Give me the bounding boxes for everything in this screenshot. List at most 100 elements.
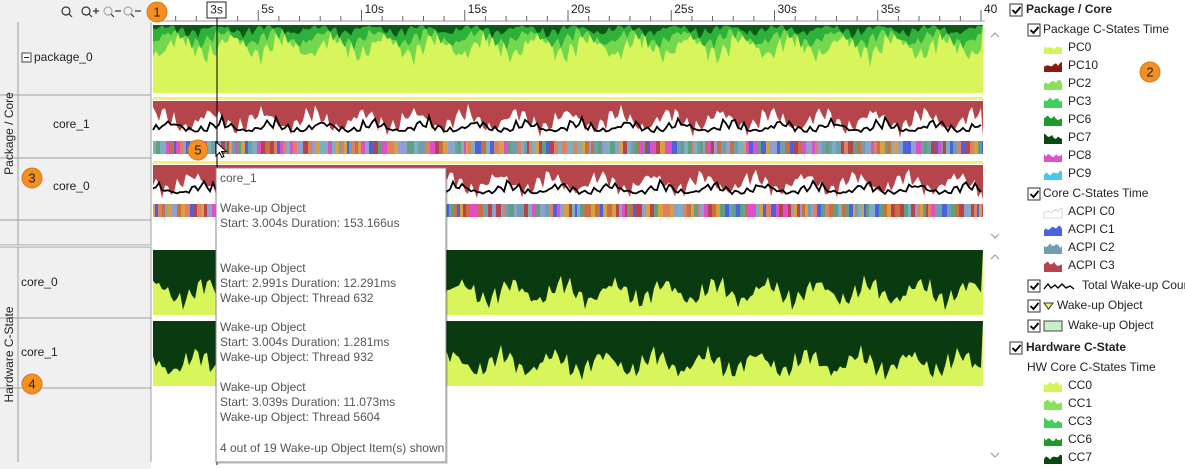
state-strip-cell (869, 204, 872, 217)
state-strip-cell (455, 141, 458, 154)
zoom-fit-icon[interactable] (123, 6, 133, 16)
zoom-icon[interactable] (61, 6, 71, 16)
state-strip-cell (779, 204, 783, 217)
state-strip-cell (979, 204, 982, 217)
state-strip-cell (942, 204, 947, 217)
state-strip-cell (885, 141, 888, 154)
state-strip-cell (503, 204, 506, 217)
state-strip-cell (802, 141, 806, 154)
callout-number: 3 (28, 170, 35, 185)
checkbox[interactable] (1027, 319, 1041, 333)
state-strip-cell (898, 141, 903, 154)
state-strip-cell (918, 204, 920, 217)
state-strip-cell (966, 141, 970, 154)
state-strip-cell (645, 141, 647, 154)
state-strip-cell (955, 204, 959, 217)
state-strip-cell (591, 141, 594, 154)
zoom-in-icon[interactable] (81, 6, 91, 16)
legend-group[interactable]: Core C-States Time (1043, 186, 1149, 200)
checkbox[interactable] (1027, 279, 1041, 293)
state-strip-cell (776, 204, 779, 217)
legend-group[interactable]: Wake-up Object (1057, 298, 1143, 312)
state-strip-cell (946, 141, 950, 154)
state-strip-cell (164, 141, 166, 154)
state-strip-cell (466, 141, 468, 154)
state-strip-cell (721, 141, 726, 154)
row-label[interactable]: core_1 (21, 345, 58, 359)
state-strip-cell (736, 204, 740, 217)
state-strip-cell (474, 204, 478, 217)
checkbox[interactable] (1027, 299, 1041, 313)
state-strip-cell (580, 204, 584, 217)
state-strip-cell (457, 204, 460, 217)
tooltip-line: Start: 3.039s Duration: 11.073ms (220, 395, 395, 409)
state-strip-cell (875, 204, 879, 217)
tooltip-line: Wake-up Object: Thread 5604 (220, 410, 380, 424)
legend-group[interactable]: Total Wake-up Count (1082, 278, 1185, 292)
state-strip-cell (800, 204, 802, 217)
checkbox[interactable] (1027, 23, 1041, 37)
state-strip-cell (567, 204, 569, 217)
state-strip-cell (539, 141, 542, 154)
state-strip-cell (207, 141, 211, 154)
checkbox[interactable] (1027, 187, 1041, 201)
state-strip-cell (494, 141, 499, 154)
state-strip-cell (602, 141, 605, 154)
legend-item: PC9 (1068, 166, 1092, 180)
state-strip-cell (678, 204, 680, 217)
checkbox[interactable] (1009, 341, 1023, 355)
state-strip-cell (725, 204, 729, 217)
state-strip-cell (716, 204, 720, 217)
state-strip-cell (425, 141, 430, 154)
legend-item: ACPI C3 (1068, 258, 1115, 272)
state-strip-cell (880, 141, 882, 154)
state-strip-cell (588, 204, 591, 217)
zoom-out-icon[interactable] (103, 6, 113, 16)
legend-section[interactable]: Package / Core (1026, 2, 1112, 16)
state-strip-cell (923, 204, 926, 217)
state-strip-cell (237, 141, 241, 154)
state-strip-cell (349, 141, 352, 154)
state-strip-cell (336, 141, 339, 154)
legend-group[interactable]: HW Core C-States Time (1027, 360, 1156, 374)
state-strip-cell (378, 141, 382, 154)
state-strip-cell (653, 141, 656, 154)
row-label[interactable]: package_0 (34, 50, 93, 64)
state-strip-cell (751, 204, 753, 217)
state-strip-cell (815, 141, 818, 154)
state-strip-cell (585, 141, 589, 154)
state-strip-cell (826, 141, 829, 154)
row-label[interactable]: core_0 (21, 275, 58, 289)
state-strip-cell (355, 141, 358, 154)
tooltip-heading: Wake-up Object (220, 261, 306, 275)
state-strip-cell (904, 204, 908, 217)
state-strip-cell (466, 204, 470, 217)
state-strip-cell (332, 141, 336, 154)
state-strip-cell (820, 141, 822, 154)
state-strip-cell (265, 141, 270, 154)
callout-number: 2 (1146, 64, 1153, 79)
state-strip-cell (506, 204, 509, 217)
wakeup-count-line (152, 113, 982, 134)
legend-group[interactable]: Package C-States Time (1043, 22, 1169, 36)
row-label[interactable]: core_0 (53, 179, 90, 193)
row-label[interactable]: core_1 (53, 117, 90, 131)
checkbox[interactable] (1009, 3, 1023, 17)
legend-group[interactable]: Wake-up Object (1068, 318, 1154, 332)
state-strip-cell (248, 141, 252, 154)
state-strip-cell (908, 204, 911, 217)
toolbar-glyphs (68, 8, 141, 18)
state-strip-cell (861, 141, 865, 154)
state-strip-cell (461, 141, 464, 154)
state-strip-cell (790, 141, 794, 154)
state-strip-cell (748, 204, 751, 217)
state-strip-cell (694, 204, 698, 217)
scroll-arrows[interactable] (990, 32, 1000, 458)
legend-section[interactable]: Hardware C-State (1026, 340, 1126, 354)
state-strip-cell (293, 141, 297, 154)
state-strip-cell (631, 141, 634, 154)
state-strip-cell (286, 141, 288, 154)
state-strip-cell (760, 204, 763, 217)
zoom-toolbar[interactable] (61, 6, 141, 18)
checkmark (1011, 344, 1022, 353)
